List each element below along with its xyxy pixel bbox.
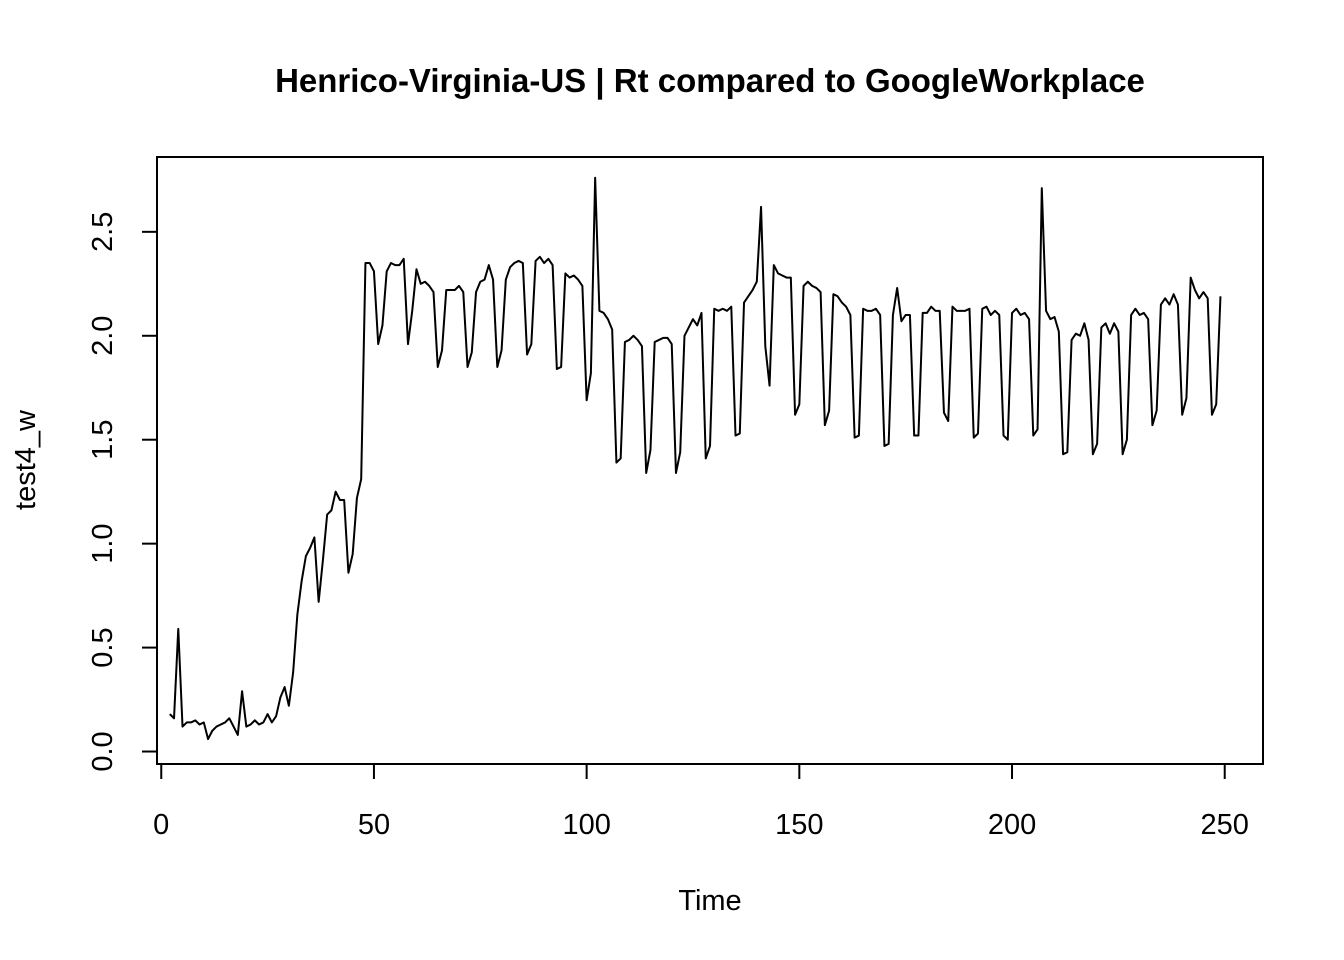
x-axis: 0 50 100 150 200 250 bbox=[153, 763, 1249, 841]
chart-title: Henrico-Virginia-US | Rt compared to Goo… bbox=[275, 62, 1145, 99]
x-tick-label: 100 bbox=[562, 809, 610, 841]
y-tick-label: 0.5 bbox=[87, 627, 119, 667]
x-tick-label: 150 bbox=[775, 809, 823, 841]
x-tick-label: 200 bbox=[988, 809, 1036, 841]
x-tick-label: 250 bbox=[1201, 809, 1249, 841]
y-tick-label: 2.5 bbox=[87, 212, 119, 252]
y-tick-label: 0.0 bbox=[87, 731, 119, 771]
plot-frame bbox=[156, 156, 1264, 765]
series-group bbox=[169, 176, 1222, 741]
x-tick-label: 0 bbox=[153, 809, 169, 841]
y-axis-label: test4_w bbox=[10, 409, 42, 510]
y-tick-label: 1.0 bbox=[87, 523, 119, 563]
y-axis: 0.0 0.5 1.0 1.5 2.0 2.5 bbox=[87, 212, 158, 772]
y-tick-label: 2.0 bbox=[87, 316, 119, 356]
series-line bbox=[169, 176, 1222, 741]
x-axis-label: Time bbox=[678, 885, 741, 917]
x-tick-label: 50 bbox=[358, 809, 390, 841]
y-tick-label: 1.5 bbox=[87, 420, 119, 460]
